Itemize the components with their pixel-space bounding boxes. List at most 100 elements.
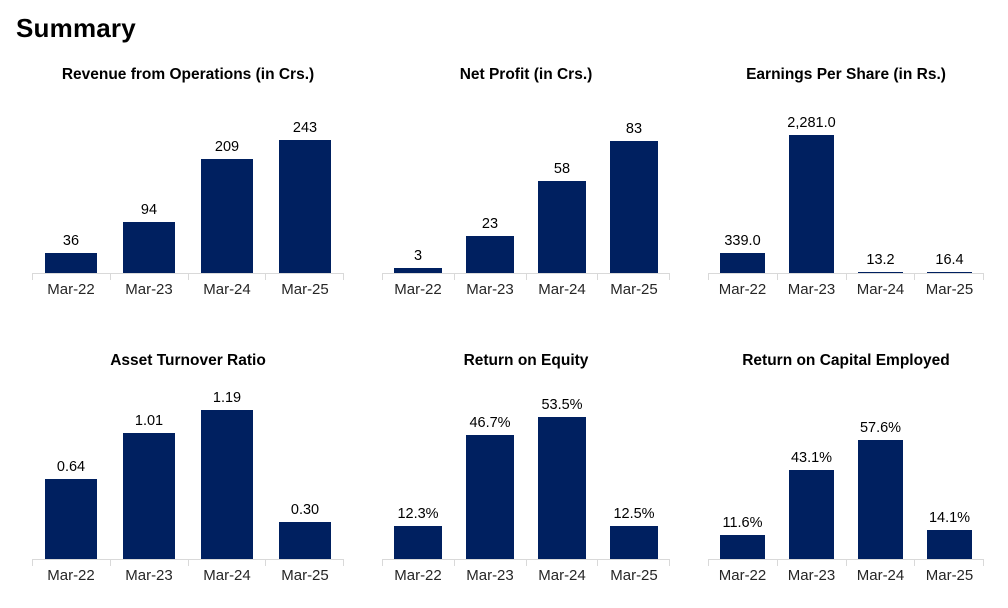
- chart-card: Return on Capital Employed 11.6% 43.1% 57.…: [696, 344, 996, 584]
- bar-column: 339.0: [708, 98, 777, 273]
- bar: [610, 140, 658, 273]
- x-axis: [32, 559, 344, 566]
- bar-column: 243: [266, 98, 344, 273]
- axis-tick-cell: [455, 274, 527, 280]
- bar-value-label: 0.30: [290, 501, 320, 518]
- bar-value-label: 14.1%: [928, 509, 971, 526]
- chart-title: Net Profit (in Crs.): [459, 66, 593, 83]
- bar-value-label: 46.7%: [469, 415, 511, 432]
- axis-tick-cell: [847, 560, 916, 566]
- bar: [857, 272, 904, 273]
- chart-card: Revenue from Operations (in Crs.) 36 94 20…: [20, 58, 356, 298]
- bar-column: 16.4: [915, 98, 984, 273]
- chart-title: Return on Capital Employed: [742, 352, 950, 369]
- bar-column: 53.5%: [526, 384, 598, 559]
- axis-tick-cell: [527, 560, 599, 566]
- plot-area: 0.64 1.01 1.19 0.30: [20, 384, 356, 559]
- bar-column: 12.5%: [598, 384, 670, 559]
- bar-column: 57.6%: [846, 384, 915, 559]
- bar-column: 0.64: [32, 384, 110, 559]
- category-row: Mar-22 Mar-23 Mar-24 Mar-25: [32, 281, 344, 298]
- plot-area: 11.6% 43.1% 57.6% 14.1%: [696, 384, 996, 559]
- category-row: Mar-22 Mar-23 Mar-24 Mar-25: [32, 567, 344, 584]
- x-tick-label: Mar-24: [856, 281, 905, 298]
- x-tick-label: Mar-23: [466, 567, 514, 584]
- category-row: Mar-22 Mar-23 Mar-24 Mar-25: [708, 567, 984, 584]
- axis-tick-cell: [189, 274, 267, 280]
- bar: [279, 521, 331, 559]
- bar: [201, 158, 253, 273]
- axis-tick-cell: [455, 560, 527, 566]
- bar: [926, 529, 973, 559]
- bar-value-label: 57.6%: [859, 420, 902, 437]
- x-tick-label: Mar-22: [47, 567, 95, 584]
- chart-title: Earnings Per Share (in Rs.): [746, 66, 946, 83]
- x-tick-label: Mar-24: [203, 567, 251, 584]
- x-tick-label: Mar-25: [925, 281, 974, 298]
- axis-tick-cell: [915, 274, 984, 280]
- bar: [45, 479, 97, 559]
- axis-tick-cell: [915, 560, 984, 566]
- bar-column: 36: [32, 98, 110, 273]
- bar: [279, 140, 331, 273]
- axis-tick-cell: [847, 274, 916, 280]
- x-tick-label: Mar-24: [538, 567, 586, 584]
- bar: [788, 135, 835, 273]
- x-axis: [32, 273, 344, 280]
- bar-column: 94: [110, 98, 188, 273]
- plot-area: 36 94 209 243: [20, 98, 356, 273]
- axis-tick-cell: [266, 274, 344, 280]
- bar-column: 43.1%: [777, 384, 846, 559]
- bar-value-label: 3: [413, 248, 423, 265]
- bar-column: 1.01: [110, 384, 188, 559]
- bar: [394, 526, 442, 559]
- plot-area: 3 23 58 83: [370, 98, 682, 273]
- bar-column: 3: [382, 98, 454, 273]
- x-tick-label: Mar-23: [787, 567, 836, 584]
- bar: [538, 180, 586, 273]
- bar: [788, 470, 835, 559]
- axis-tick-cell: [598, 274, 670, 280]
- axis-tick-cell: [266, 560, 344, 566]
- bar-column: 13.2: [846, 98, 915, 273]
- bar: [466, 236, 514, 273]
- axis-tick-cell: [778, 274, 847, 280]
- x-tick-label: Mar-22: [394, 567, 442, 584]
- bar-column: 58: [526, 98, 598, 273]
- bar: [857, 440, 904, 559]
- bar-value-label: 13.2: [866, 252, 895, 269]
- bar: [610, 525, 658, 559]
- bar-value-label: 339.0: [724, 232, 761, 249]
- bar-value-label: 16.4: [935, 252, 964, 269]
- x-tick-label: Mar-23: [125, 281, 173, 298]
- bar-value-label: 2,281.0: [787, 115, 836, 132]
- bar-value-label: 83: [625, 120, 643, 137]
- chart-title: Return on Equity: [463, 352, 589, 369]
- bar-value-label: 1.01: [134, 412, 164, 429]
- x-tick-label: Mar-22: [47, 281, 95, 298]
- x-axis: [708, 273, 984, 280]
- x-tick-label: Mar-24: [203, 281, 251, 298]
- bar-column: 2,281.0: [777, 98, 846, 273]
- x-tick-label: Mar-25: [610, 567, 658, 584]
- bar: [719, 535, 766, 559]
- axis-tick-cell: [598, 560, 670, 566]
- axis-tick-cell: [383, 560, 455, 566]
- bar: [123, 221, 175, 273]
- bar-column: 83: [598, 98, 670, 273]
- page-title: Summary: [16, 13, 136, 43]
- x-tick-label: Mar-24: [538, 281, 586, 298]
- bar-value-label: 12.5%: [613, 505, 655, 522]
- x-axis: [708, 559, 984, 566]
- axis-tick-cell: [111, 560, 189, 566]
- chart-card: Net Profit (in Crs.) 3 23 58 83 Mar-22 Mar-2…: [370, 58, 682, 298]
- x-tick-label: Mar-23: [466, 281, 514, 298]
- axis-tick-cell: [33, 274, 111, 280]
- x-tick-label: Mar-22: [718, 281, 767, 298]
- bar: [394, 268, 442, 273]
- bar-value-label: 0.64: [56, 459, 86, 475]
- bar-column: 1.19: [188, 384, 266, 559]
- bar-value-label: 1.19: [212, 390, 242, 407]
- bar-value-label: 36: [62, 233, 80, 250]
- category-row: Mar-22 Mar-23 Mar-24 Mar-25: [708, 281, 984, 298]
